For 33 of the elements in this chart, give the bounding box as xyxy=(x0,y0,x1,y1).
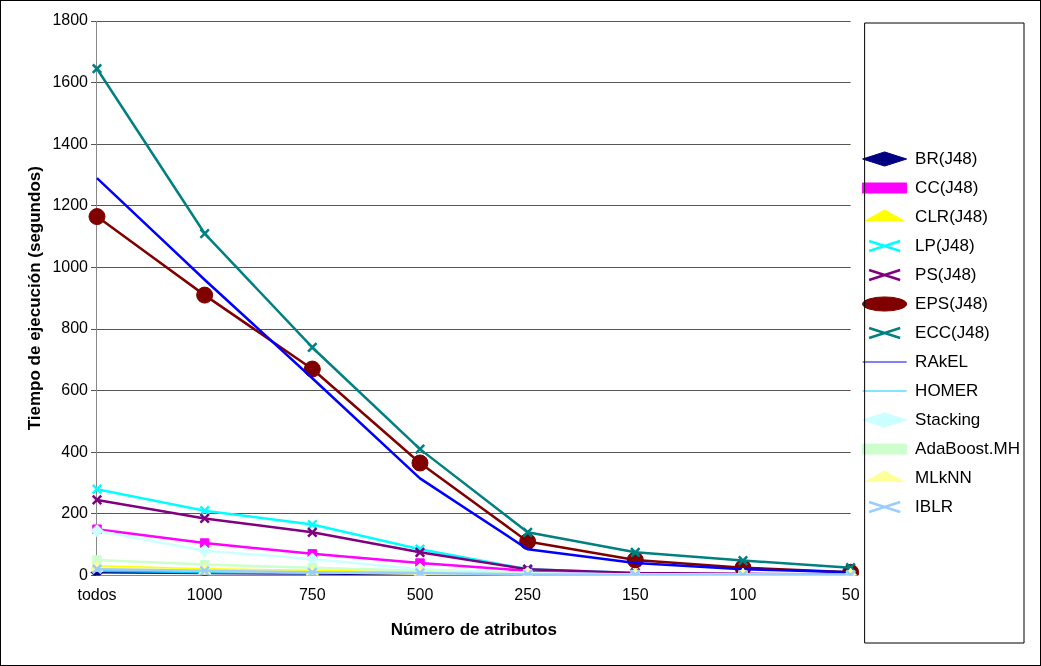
x-tick-label: 1000 xyxy=(186,586,223,604)
legend-label: BR(J48) xyxy=(915,148,978,168)
y-tick-label: 1200 xyxy=(52,196,89,214)
y-tick-label: 1000 xyxy=(52,257,89,275)
legend-label: PS(J48) xyxy=(915,264,977,284)
legend-label: RAkEL xyxy=(915,351,969,371)
legend-label: MLkNN xyxy=(915,467,972,487)
x-axis-title: Número de atributos xyxy=(390,620,557,640)
y-tick-label: 200 xyxy=(61,504,89,522)
legend-label: ECC(J48) xyxy=(915,322,990,342)
legend-label: IBLR xyxy=(915,496,953,516)
y-tick-label: 1400 xyxy=(52,134,89,152)
legend-label: AdaBoost.MH xyxy=(915,438,1021,458)
x-tick-label: 100 xyxy=(729,586,757,604)
x-tick-label: todos xyxy=(77,586,117,604)
legend-label: Stacking xyxy=(915,409,981,429)
legend-label: HOMER xyxy=(915,380,979,400)
x-tick-label: 500 xyxy=(406,586,434,604)
y-tick-label: 0 xyxy=(79,565,89,583)
legend-label: CLR(J48) xyxy=(915,206,988,226)
legend-label: LP(J48) xyxy=(915,235,975,255)
x-tick-label: 250 xyxy=(514,586,542,604)
legend-label: CC(J48) xyxy=(915,177,979,197)
y-tick-label: 400 xyxy=(61,442,89,460)
y-tick-label: 800 xyxy=(61,319,89,337)
x-tick-label: 750 xyxy=(298,586,326,604)
y-tick-label: 1600 xyxy=(52,73,89,91)
y-axis-title: Tiempo de ejecución (segundos) xyxy=(24,166,44,431)
legend-label: EPS(J48) xyxy=(915,293,988,313)
y-tick-label: 1800 xyxy=(52,11,89,29)
x-tick-label: 150 xyxy=(621,586,649,604)
y-tick-label: 600 xyxy=(61,381,89,399)
x-tick-label: 50 xyxy=(841,586,860,604)
